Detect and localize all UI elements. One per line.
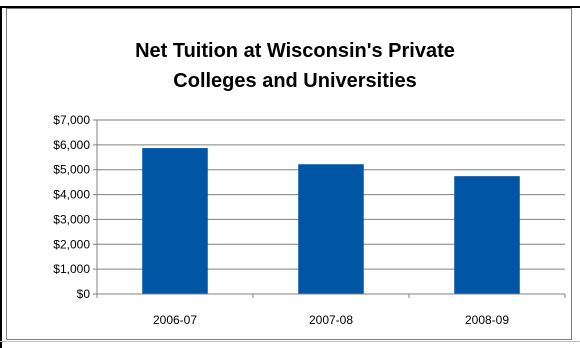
- y-tick-label: $2,000: [53, 237, 90, 251]
- bar: [454, 176, 520, 294]
- outer-top-border: [0, 6, 580, 8]
- y-tick-label: $0: [77, 287, 91, 301]
- chart-title: Net Tuition at Wisconsin's Private Colle…: [135, 40, 455, 92]
- x-tick-label: 2007-08: [309, 313, 353, 327]
- outer-bottom-border: [0, 341, 580, 342]
- y-tick-label: $1,000: [53, 262, 90, 276]
- outer-left-border: [0, 8, 2, 348]
- bar: [142, 148, 208, 294]
- y-tick-label: $3,000: [53, 212, 90, 226]
- x-tick-label: 2006-07: [153, 313, 197, 327]
- x-tick-label: 2008-09: [465, 313, 509, 327]
- y-tick-label: $7,000: [53, 113, 90, 127]
- y-tick-label: $5,000: [53, 163, 90, 177]
- y-tick-label: $6,000: [53, 138, 90, 152]
- y-tick-label: $4,000: [53, 188, 90, 202]
- bar: [298, 164, 364, 294]
